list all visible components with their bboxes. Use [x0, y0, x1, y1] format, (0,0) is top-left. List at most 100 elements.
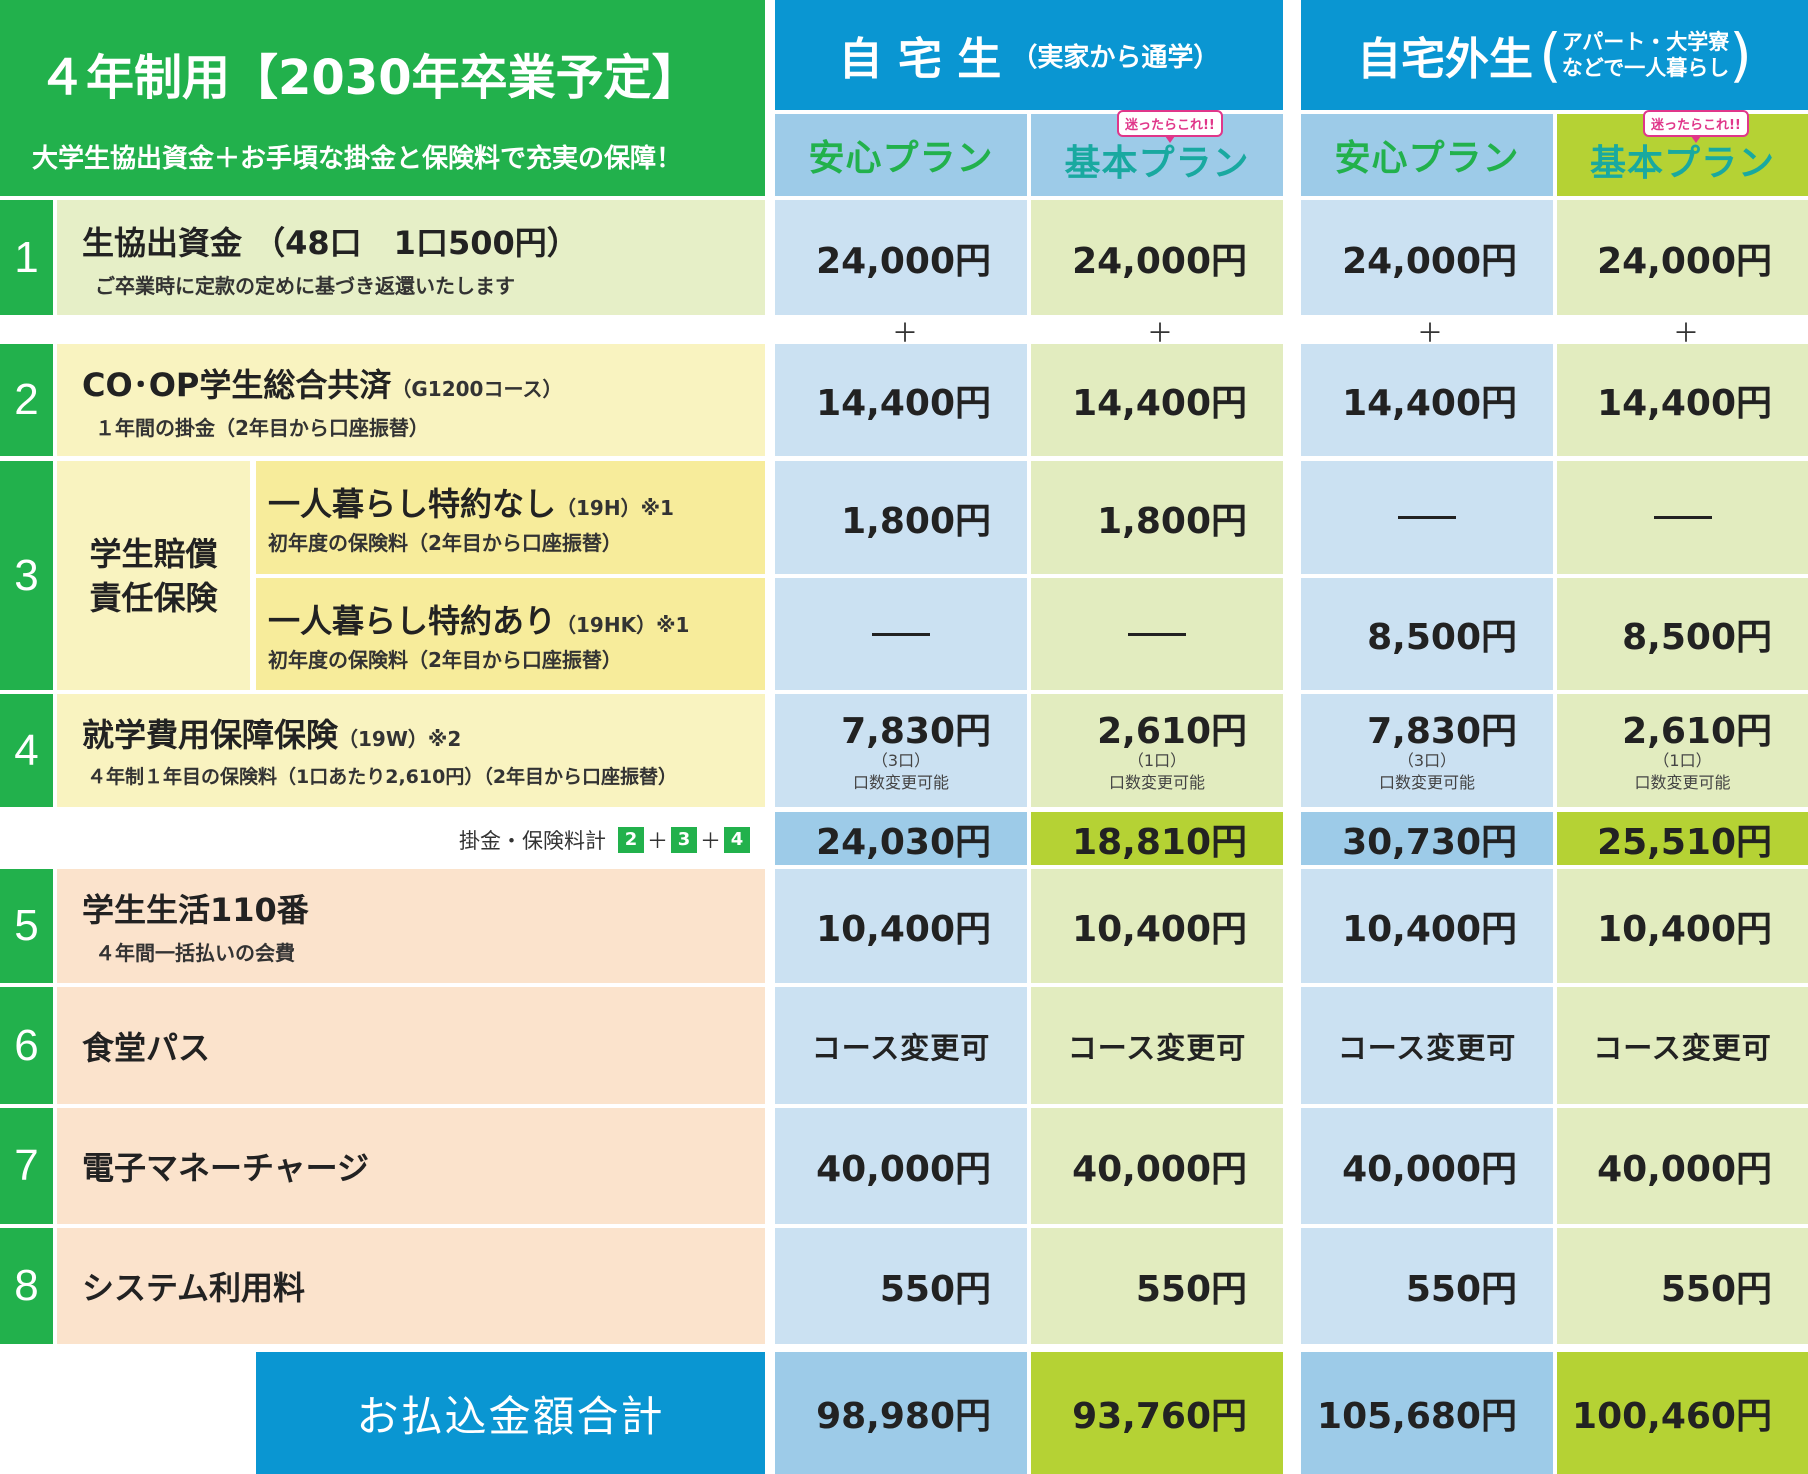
cell-r7-home-kihon: 40,000円 [1031, 1108, 1283, 1224]
not-applicable-dash [1128, 632, 1186, 636]
subtotal-away-kihon: 25,510円 [1557, 812, 1808, 865]
cell-value: 10,400円 [1342, 909, 1517, 950]
cell-value: 14,400円 [1072, 383, 1247, 424]
cell-value: 550円 [1405, 1269, 1517, 1310]
row-title-wrap: 就学費用保障保険（19W）※2 [82, 710, 461, 756]
recommend-badge: 迷ったらこれ!! [1643, 110, 1749, 143]
row-number-7: 7 [0, 1108, 53, 1224]
cell-value: 2,610円 [1097, 711, 1247, 752]
row-title: 電子マネーチャージ [82, 1149, 370, 1187]
row-label-8: システム利用料 [57, 1228, 765, 1344]
cell-r6-away-kihon: コース変更可 [1557, 987, 1808, 1104]
cell-value: 7,830円 [1367, 711, 1517, 752]
cell-r5-away-anshin: 10,400円 [1301, 869, 1553, 983]
cell-r5-home-kihon: 10,400円 [1031, 869, 1283, 983]
cell-r2-away-kihon: 14,400円 [1557, 344, 1808, 456]
cell-r7-away-kihon: 40,000円 [1557, 1108, 1808, 1224]
plus-sign: ＋ [1416, 318, 1443, 349]
cell-r3a-away-anshin [1301, 461, 1553, 574]
row-number-8: 8 [0, 1228, 53, 1344]
cell-value: 8,500円 [1622, 617, 1772, 658]
total-value: 100,460円 [1572, 1396, 1772, 1437]
row-subtitle: ご卒業時に定款の定めに基づき返還いたします [95, 274, 515, 298]
cell-r1-home-kihon: 24,000円 [1031, 200, 1283, 315]
recommend-badge: 迷ったらこれ!! [1117, 110, 1223, 143]
row-title-note: （19HK）※1 [556, 613, 690, 637]
plan-header-away-anshin: 安心プラン [1301, 114, 1553, 196]
cell-value: 14,400円 [816, 383, 991, 424]
cell-r1-away-kihon: 24,000円 [1557, 200, 1808, 315]
away-student-header: 自宅外生 ( アパート・大学寮 などで一人暮らし ) [1301, 0, 1808, 110]
plan-name: 安心プラン [808, 138, 994, 179]
not-applicable-dash [1398, 516, 1456, 519]
row-label-5: 学生生活110番 ４年間一括払いの会費 [57, 869, 765, 983]
row-label-4: 就学費用保障保険（19W）※2 ４年制１年目の保険料（1口あたり2,610円）（… [57, 694, 765, 807]
total-value: 98,980円 [816, 1396, 991, 1437]
cell-value: 10,400円 [1597, 909, 1772, 950]
row-title: 生協出資金 （48口 1口500円） [82, 224, 579, 262]
row-title: 食堂パス [82, 1028, 211, 1067]
row-group-label-3: 学生賠償 責任保険 [57, 461, 250, 690]
cell-r3a-home-anshin: 1,800円 [775, 461, 1027, 574]
cell-value: 24,000円 [1597, 240, 1772, 282]
cell-r2-home-anshin: 14,400円 [775, 344, 1027, 456]
cell-value: コース変更可 [811, 1030, 991, 1065]
cell-r3a-home-kihon: 1,800円 [1031, 461, 1283, 574]
row-number-5: 5 [0, 869, 53, 983]
away-paren-open: ( [1539, 21, 1562, 89]
cell-value: 1,800円 [841, 500, 991, 542]
row-subtitle: 初年度の保険料（2年目から口座振替） [268, 648, 622, 672]
cell-r3b-home-anshin [775, 578, 1027, 690]
row-number-1: 1 [0, 200, 53, 315]
total-label: お払込金額合計 [256, 1352, 765, 1474]
cell-r7-home-anshin: 40,000円 [775, 1108, 1027, 1224]
row-label-1: 生協出資金 （48口 1口500円） ご卒業時に定款の定めに基づき返還いたします [57, 200, 765, 315]
cell-value: 40,000円 [816, 1149, 991, 1190]
subtotal-value: 25,510円 [1597, 821, 1772, 863]
row-number-6: 6 [0, 987, 53, 1104]
row-title: 学生生活110番 [82, 891, 309, 929]
cell-r3b-home-kihon [1031, 578, 1283, 690]
subtotal-ref-2: 2 [618, 827, 644, 853]
cell-value: 40,000円 [1072, 1149, 1247, 1190]
row-title-wrap: CO･OP学生総合共済（G1200コース） [82, 360, 562, 406]
plus-sign: ＋ [891, 318, 918, 349]
row-title-note: （19H）※1 [556, 496, 674, 520]
cell-unit-note: （1口） [1653, 751, 1712, 770]
plan-name: 基本プラン [1064, 143, 1250, 184]
cell-unit-note: （3口） [871, 751, 931, 770]
cell-r8-home-kihon: 550円 [1031, 1228, 1283, 1344]
cell-r2-away-anshin: 14,400円 [1301, 344, 1553, 456]
row-subtitle: 初年度の保険料（2年目から口座振替） [268, 531, 622, 555]
cell-r5-away-kihon: 10,400円 [1557, 869, 1808, 983]
plan-header-home-kihon: 迷ったらこれ!! 基本プラン [1031, 110, 1283, 196]
cell-value: 550円 [1660, 1269, 1772, 1310]
plan-header-home-anshin: 安心プラン [775, 114, 1027, 196]
total-value: 93,760円 [1072, 1396, 1247, 1437]
away-student-note: アパート・大学寮 などで一人暮らし [1562, 29, 1730, 81]
group-label-line1: 学生賠償 [89, 534, 218, 573]
cell-value: 10,400円 [1072, 909, 1247, 950]
cell-r6-away-anshin: コース変更可 [1301, 987, 1553, 1104]
page-subtitle: 大学生協出資金＋お手頃な掛金と保険料で充実の保障！ [32, 144, 683, 174]
cell-r8-away-anshin: 550円 [1301, 1228, 1553, 1344]
total-home-kihon: 93,760円 [1031, 1352, 1283, 1474]
cell-value: 24,000円 [1072, 240, 1247, 282]
subtotal-label: 掛金・保険料計 2 ＋ 3 ＋ 4 [400, 822, 750, 858]
cell-value: 10,400円 [816, 909, 991, 950]
plan-name: 安心プラン [1334, 138, 1520, 179]
cell-r6-home-kihon: コース変更可 [1031, 987, 1283, 1104]
subtotal-value: 24,030円 [816, 821, 991, 863]
cell-r3b-away-kihon: 8,500円 [1557, 578, 1808, 690]
home-student-header: 自 宅 生 （実家から通学） [775, 0, 1283, 110]
not-applicable-dash [872, 632, 930, 636]
cell-r3b-away-anshin: 8,500円 [1301, 578, 1553, 690]
row-number-3: 3 [0, 461, 53, 690]
row-title-wrap: 一人暮らし特約あり（19HK）※1 [268, 596, 689, 642]
subtotal-value: 18,810円 [1072, 821, 1247, 863]
row-title: 就学費用保障保険 [82, 716, 339, 754]
cell-r4-away-anshin: 7,830円 （3口） 口数変更可能 [1301, 694, 1553, 807]
cell-change-note: 口数変更可能 [852, 773, 949, 792]
total-value: 105,680円 [1317, 1396, 1517, 1437]
row-title: 一人暮らし特約あり [268, 602, 557, 640]
